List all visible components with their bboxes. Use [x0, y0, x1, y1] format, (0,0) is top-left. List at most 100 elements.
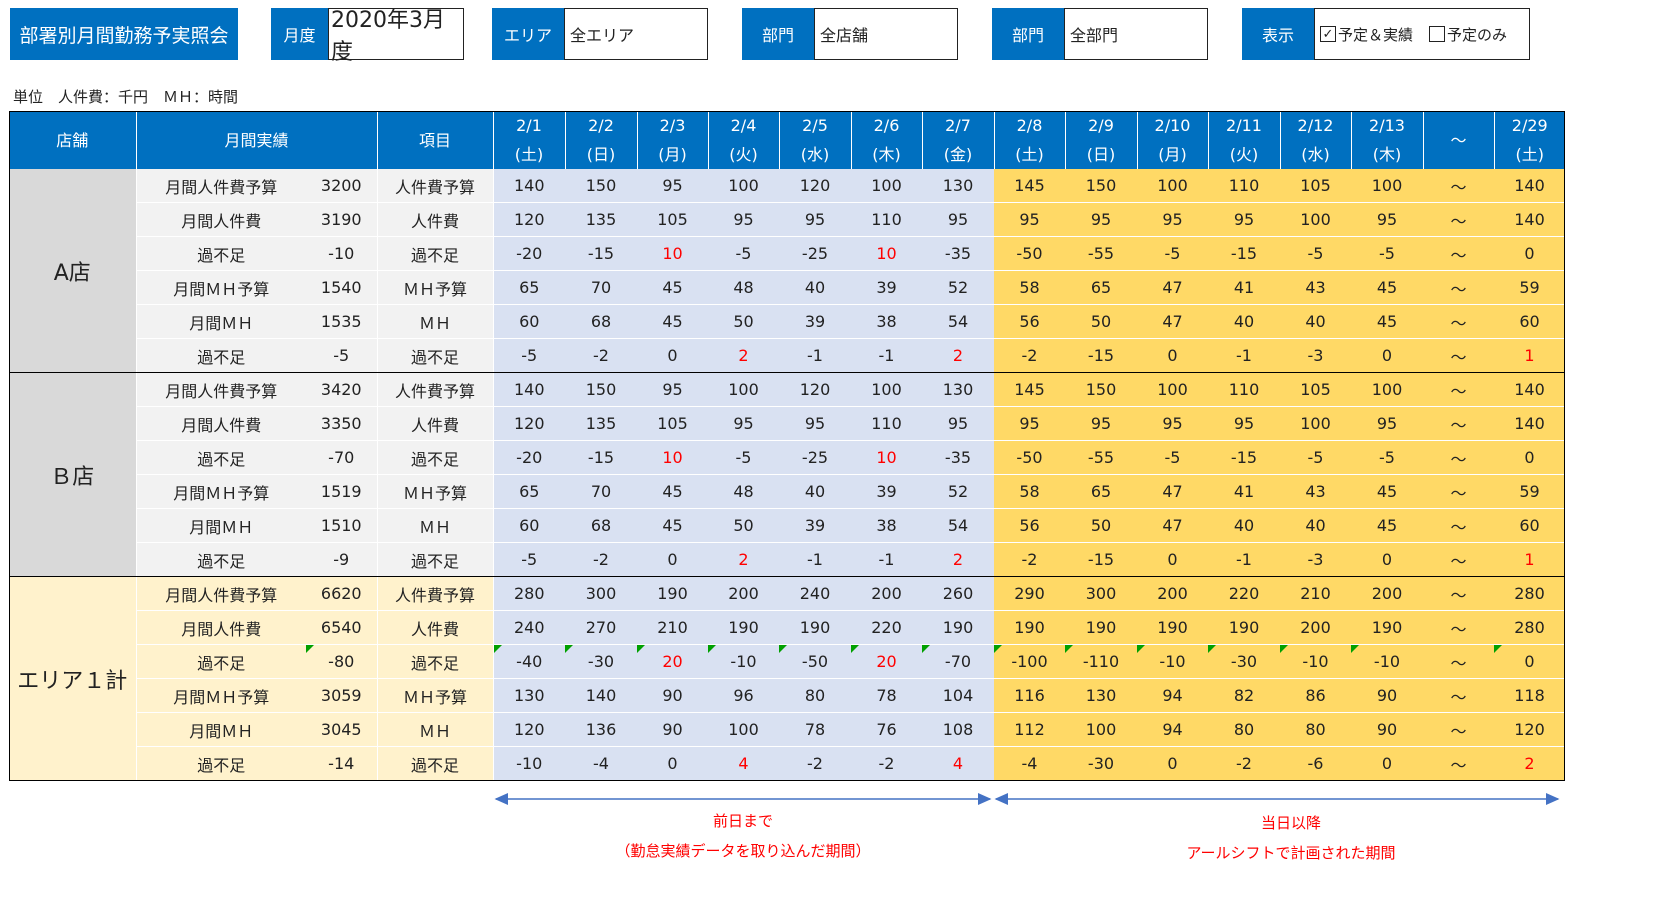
value-cell: 130 [922, 169, 994, 203]
table-row: 月間ＭＨ 3045 ＭＨ 120 136 90 100 78 76 108 112 100 94 80 80… [9, 712, 1565, 747]
row-label: 月間人件費 [136, 202, 306, 237]
area-select[interactable]: 全エリア [564, 8, 708, 60]
table-row: エリア１計 月間人件費予算 6620 人件費予算 280 300 190 200 240 200 2… [9, 576, 1565, 781]
value-cell: 70 [565, 270, 637, 305]
row-label: 月間ＭＨ予算 [136, 474, 306, 509]
month-select[interactable]: 2020年3月度 [328, 8, 464, 65]
row-label: 月間ＭＨ [136, 508, 306, 543]
value-cell: 150 [1065, 372, 1137, 407]
value-cell: 10 [851, 236, 922, 271]
value-cell: 48 [708, 270, 779, 305]
monthly-total: 6620 [306, 576, 378, 611]
value-cell: 95 [1137, 406, 1208, 441]
display-filter[interactable]: 表示 ✓ 予定＆実績 予定のみ [1242, 8, 1530, 60]
value-cell: 60 [493, 304, 565, 339]
monthly-total: 1510 [306, 508, 378, 543]
dept-select[interactable]: 全部門 [1064, 8, 1208, 60]
checkbox-checked-icon[interactable]: ✓ [1320, 26, 1336, 42]
monthly-total: 6540 [306, 610, 378, 645]
value-cell: 20 [851, 644, 922, 679]
value-cell: -40 [493, 644, 565, 679]
value-cell: ～ [1423, 270, 1494, 305]
value-cell: 47 [1137, 474, 1208, 509]
value-cell: -2 [565, 542, 637, 577]
value-cell: 0 [1494, 236, 1565, 271]
value-cell: 48 [708, 474, 779, 509]
value-cell: 150 [565, 169, 637, 203]
value-cell: -5 [708, 440, 779, 475]
value-cell: -25 [779, 236, 851, 271]
header-date-day: 2/3 [659, 116, 686, 135]
value-cell: 120 [779, 372, 851, 407]
page-title: 部署別月間勤務予実照会 [10, 8, 238, 60]
header-date: 2/11 (火) [1208, 111, 1281, 169]
header-date-weekday: (土) [1515, 145, 1545, 164]
value-cell: 39 [779, 508, 851, 543]
monthly-total: 1519 [306, 474, 378, 509]
value-cell: 95 [708, 202, 779, 237]
value-cell: 54 [922, 304, 994, 339]
row-item: ＭＨ予算 [377, 474, 494, 509]
value-cell: 60 [1494, 304, 1565, 339]
dept-filter[interactable]: 部門 全部門 [992, 8, 1208, 60]
value-cell: -35 [922, 236, 994, 271]
value-cell: -5 [493, 542, 565, 577]
value-cell: 0 [1137, 746, 1208, 781]
value-cell: 65 [1065, 270, 1137, 305]
value-cell: ～ [1423, 474, 1494, 509]
value-cell: 95 [1351, 406, 1423, 441]
option-plan-actual[interactable]: ✓ 予定＆実績 [1320, 24, 1413, 45]
monthly-total: -5 [306, 338, 378, 373]
past-note-line1: 前日まで [712, 812, 773, 830]
table-row: 月間ＭＨ 1510 ＭＨ 60 68 45 50 39 38 54 56 50 47 40 40 45 ～ 60 [9, 508, 1565, 543]
header-date: 2/2 (日) [565, 111, 638, 169]
value-cell: 100 [1280, 406, 1351, 441]
value-cell: 145 [994, 372, 1065, 407]
value-cell: 210 [1280, 576, 1351, 611]
past-period-note: 前日まで （勤怠実績データを取り込んだ期間） [496, 806, 990, 866]
value-cell: 76 [851, 712, 922, 747]
value-cell: 0 [1494, 440, 1565, 475]
month-filter[interactable]: 月度 2020年3月度 [271, 8, 464, 65]
header-date-day: 2/13 [1369, 116, 1405, 135]
value-cell: 130 [1065, 678, 1137, 713]
value-cell: 0 [637, 542, 708, 577]
value-cell: -5 [1280, 236, 1351, 271]
header-date-day: 2/1 [516, 116, 542, 135]
row-item: 過不足 [377, 746, 494, 781]
future-note-line2: アールシフトで計画された期間 [1186, 844, 1396, 862]
row-label: 月間人件費予算 [136, 576, 306, 611]
value-cell: -35 [922, 440, 994, 475]
store-dept-filter[interactable]: 部門 全店舗 [742, 8, 958, 60]
row-item: 人件費 [377, 610, 494, 645]
value-cell: 0 [1494, 644, 1565, 679]
value-cell: 104 [922, 678, 994, 713]
value-cell: 2 [1494, 746, 1565, 781]
value-cell: 0 [1137, 338, 1208, 373]
value-cell: 45 [1351, 270, 1423, 305]
value-cell: 45 [637, 304, 708, 339]
header-date: 2/8 (土) [994, 111, 1066, 169]
value-cell: 105 [1280, 372, 1351, 407]
value-cell: 118 [1494, 678, 1565, 713]
value-cell: ～ [1423, 338, 1494, 373]
store-select[interactable]: 全店舗 [814, 8, 958, 60]
checkbox-unchecked-icon[interactable] [1429, 26, 1446, 42]
value-cell: 78 [779, 712, 851, 747]
table-row: 月間人件費 3190 人件費 120 135 105 95 95 110 95 95 95 95 95 10… [9, 202, 1565, 237]
value-cell: 52 [922, 270, 994, 305]
value-cell: -30 [1208, 644, 1280, 679]
value-cell: 220 [1208, 576, 1280, 611]
value-cell: 45 [637, 270, 708, 305]
area-filter[interactable]: エリア 全エリア [492, 8, 708, 60]
value-cell: 290 [994, 576, 1065, 611]
value-cell: -1 [1208, 338, 1280, 373]
display-options: ✓ 予定＆実績 予定のみ [1314, 8, 1530, 60]
value-cell: 39 [851, 270, 922, 305]
value-cell: 116 [994, 678, 1065, 713]
option-plan-only[interactable]: 予定のみ [1429, 24, 1507, 45]
value-cell: 45 [637, 508, 708, 543]
value-cell: -110 [1065, 644, 1137, 679]
row-item: ＭＨ予算 [377, 270, 494, 305]
value-cell: 300 [565, 576, 637, 611]
